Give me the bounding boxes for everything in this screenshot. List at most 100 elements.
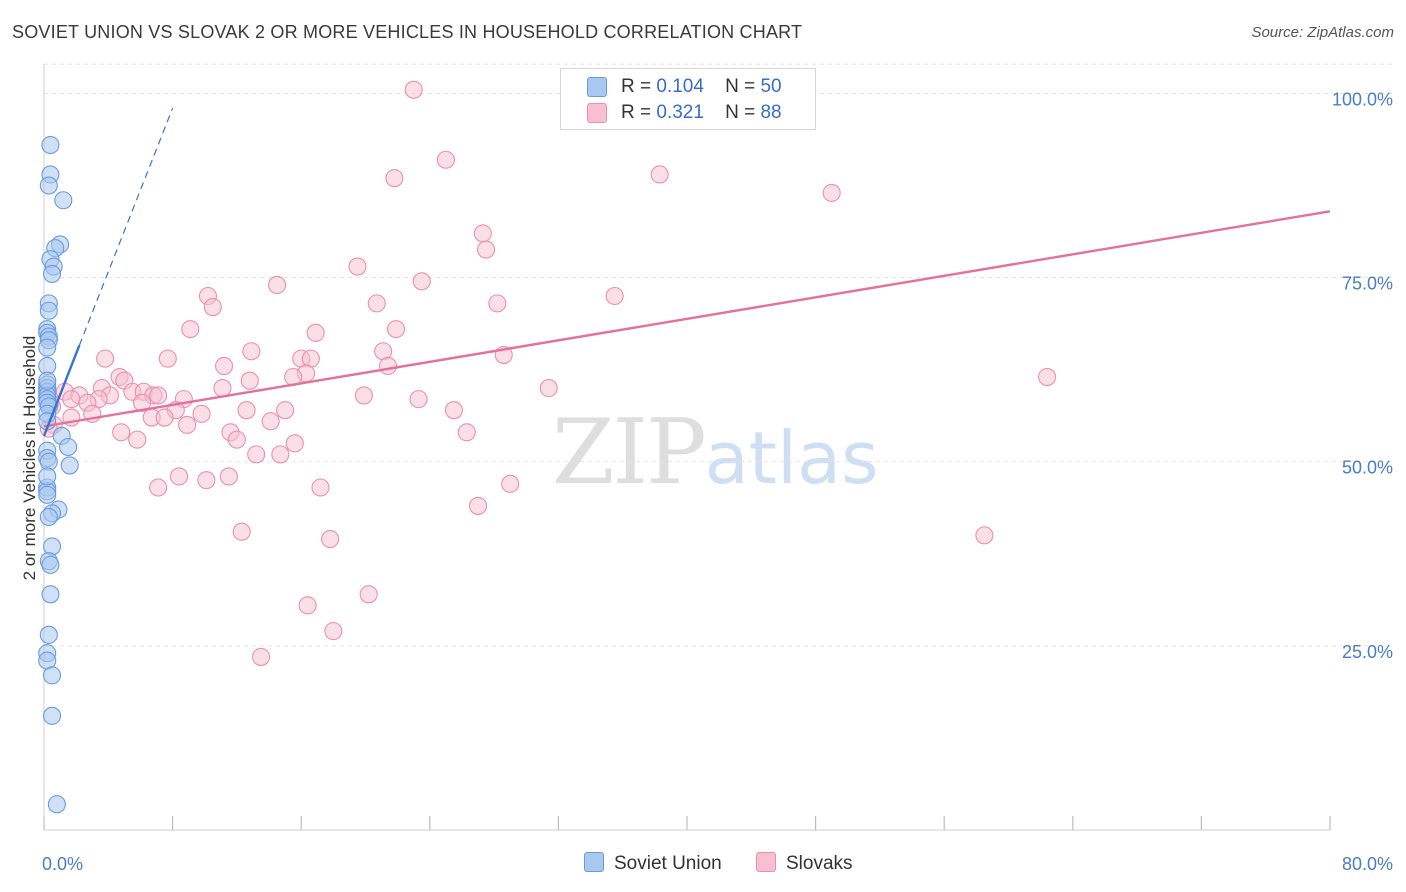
slovak-point (321, 530, 340, 549)
soviet-union-point (60, 456, 79, 475)
legend-label-slovaks: Slovaks (786, 853, 853, 874)
slovak-point (468, 496, 488, 515)
slovak-point (112, 423, 131, 442)
slovak-point (306, 323, 325, 342)
slovak-point (276, 401, 295, 420)
slovak-point (457, 423, 476, 442)
slovak-point (149, 478, 168, 497)
slovak-point (197, 471, 216, 490)
slovak-point (539, 379, 558, 398)
slovak-point (192, 404, 211, 423)
soviet-union-point (39, 507, 58, 527)
soviet-points (38, 135, 79, 814)
slovak-point (219, 467, 238, 486)
y-tick-label: 25.0% (1342, 642, 1393, 662)
slovak-point (386, 320, 406, 339)
slovak-point (1038, 367, 1057, 387)
slovak-point (488, 294, 507, 313)
slovak-point (62, 390, 81, 409)
slovak-point (169, 467, 189, 486)
slovak-point (359, 585, 378, 604)
slovak-point (149, 386, 168, 405)
slovak-point (436, 150, 455, 169)
y-tick-labels: 25.0% 50.0% 75.0% 100.0% (1332, 89, 1393, 661)
slovak-point (203, 298, 222, 317)
slovak-point (473, 224, 492, 243)
legend-text-slovak: R = 0.321 N = 88 (621, 102, 782, 124)
soviet-union-point (42, 537, 62, 556)
legend-label-soviet-union: Soviet Union (614, 853, 722, 874)
y-tick-label: 75.0% (1342, 274, 1393, 294)
slovak-point (354, 386, 373, 405)
soviet-union-point (39, 625, 58, 644)
soviet-union-point (59, 437, 78, 457)
soviet-union-point (38, 371, 57, 390)
soviet-union-point (54, 191, 73, 210)
slovak-point (385, 169, 404, 188)
source-credit: Source: ZipAtlas.com (1251, 24, 1394, 41)
soviet-union-point (41, 135, 60, 155)
slovak-point (155, 408, 174, 427)
x-tick-labels: 0.0% 80.0% (42, 854, 1393, 874)
soviet-union-point (47, 795, 66, 814)
soviet-union-point (42, 264, 62, 283)
slovak-point (367, 294, 386, 313)
slovak-point (311, 478, 330, 497)
slovak-point (975, 526, 994, 545)
watermark-atlas: atlas (704, 416, 879, 500)
soviet-union-trend-extension (78, 107, 174, 346)
slovak-point (444, 401, 463, 420)
trend-extensions (78, 107, 174, 346)
slovak-point (271, 445, 290, 464)
y-tick-label: 100.0% (1332, 89, 1393, 109)
slovak-point (650, 165, 669, 184)
soviet-union-trend-line (42, 344, 81, 437)
slovak-point (822, 183, 841, 202)
soviet-union-point (42, 706, 62, 725)
soviet-union-point (38, 485, 57, 504)
slovaks-trend-line (43, 210, 1331, 428)
n-label: N = (725, 102, 756, 123)
slovak-point (214, 356, 234, 376)
soviet-union-point (39, 301, 58, 320)
legend-item-soviet-union[interactable]: Soviet Union (584, 852, 722, 875)
slovak-point (477, 240, 496, 259)
slovak-swatch (587, 103, 607, 123)
legend-item-slovaks[interactable]: Slovaks (756, 852, 853, 875)
soviet-union-point (38, 338, 57, 357)
slovak-point (227, 430, 246, 449)
x-tick-label-max: 80.0% (1342, 854, 1393, 874)
correlation-legend: R = 0.104 N = 50 R = 0.321 N = 88 (560, 68, 816, 130)
r-value-soviet: 0.104 (656, 76, 704, 97)
slovak-point (251, 647, 271, 666)
zipatlas-watermark: ZIPatlas (552, 400, 879, 505)
slovak-point (501, 474, 520, 493)
slovak-points (39, 80, 1057, 666)
n-value-soviet: 50 (760, 76, 782, 97)
soviet-union-point (41, 585, 60, 604)
slovak-point (605, 286, 624, 306)
r-value-slovak: 0.321 (656, 102, 704, 123)
slovak-point (348, 257, 367, 276)
soviet-union-point (41, 555, 60, 574)
slovak-point (247, 445, 266, 464)
slovak-point (178, 415, 197, 434)
series-legend: Soviet Union Slovaks (0, 850, 1406, 880)
slovak-point (242, 342, 261, 361)
r-label: R = (621, 76, 652, 97)
slovak-point (409, 390, 428, 409)
y-tick-label: 50.0% (1342, 458, 1393, 478)
slovak-point (128, 430, 147, 449)
slovak-point (181, 320, 200, 339)
slovak-point (378, 356, 398, 376)
slovak-point (158, 349, 177, 368)
slovak-point (285, 434, 304, 453)
slovak-point (133, 393, 152, 412)
slovak-point (232, 522, 251, 541)
n-value-slovak: 88 (760, 102, 782, 123)
slovak-point (261, 412, 280, 431)
slovak-point (412, 272, 431, 291)
chart-title: SOVIET UNION VS SLOVAK 2 OR MORE VEHICLE… (12, 22, 803, 42)
trend-lines (42, 210, 1331, 437)
